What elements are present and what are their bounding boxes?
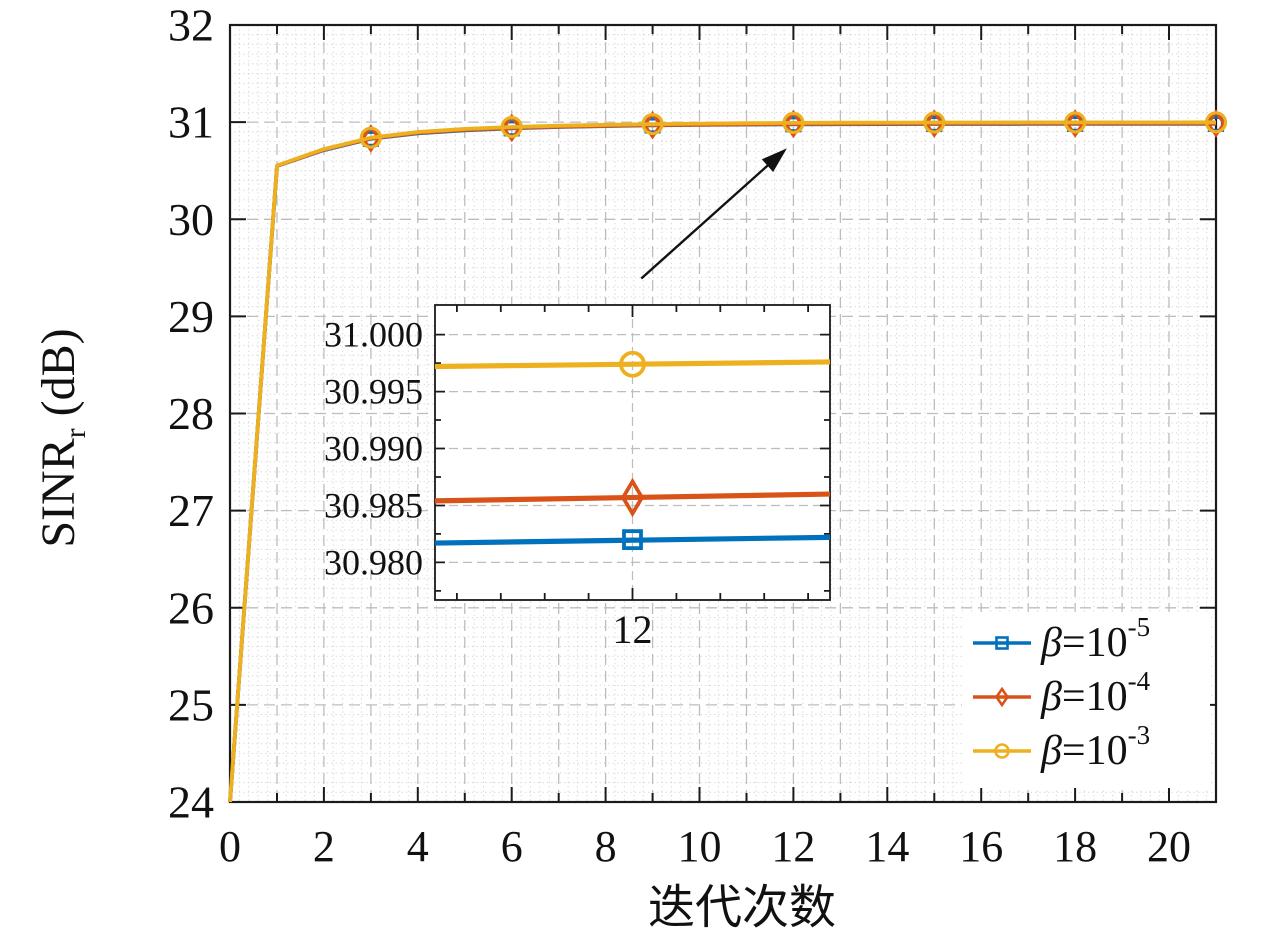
series-marker-beta-1e-3 — [1204, 111, 1228, 134]
inset-series-line-beta-1e-5 — [434, 534, 831, 546]
legend-swatch-marker — [994, 743, 1010, 759]
series-marker-beta-1e-4 — [360, 124, 381, 153]
series-line-beta-1e-3 — [228, 120, 1217, 803]
x-axis-title: 迭代次数 — [648, 882, 836, 935]
series-marker-beta-1e-4 — [501, 113, 522, 143]
x-tick-label: 20 — [1147, 822, 1191, 871]
inset-panel: 31.000 30.995 30.990 30.985 30.980 12 — [324, 304, 831, 652]
series-marker-beta-1e-3 — [782, 111, 805, 135]
y-tick-label: 32 — [168, 0, 214, 51]
y-tick-label: 29 — [168, 291, 214, 342]
legend-swatch-marker — [995, 636, 1009, 650]
series-marker-beta-1e-4 — [642, 110, 663, 140]
inset-ticks — [435, 305, 830, 600]
y-tick-label: 31 — [168, 97, 214, 148]
inset-x-tick-label: 12 — [613, 607, 653, 652]
y-tick-label: 26 — [168, 582, 214, 633]
legend-entry-beta-1e-5: β=10-5 — [973, 612, 1150, 666]
x-tick-label: 10 — [678, 822, 722, 871]
annotation-arrow-line — [640, 162, 772, 280]
legend-swatch-marker — [994, 686, 1010, 708]
legend-label-beta-1e-5: β=10-5 — [1040, 612, 1150, 666]
y-axis-title-unit: (dB) — [32, 328, 86, 429]
annotation-arrow — [640, 148, 787, 280]
legend-label-beta-1e-3: β=10-3 — [1040, 720, 1150, 774]
legend-label-beta-1e-4: β=10-4 — [1040, 666, 1151, 720]
series-marker-beta-1e-3 — [641, 112, 664, 136]
inset-y-tick-label: 30.995 — [324, 372, 423, 412]
x-tick-label: 6 — [501, 822, 523, 871]
inset-y-tick-label: 30.985 — [324, 485, 423, 525]
inset-series-marker-beta-1e-5 — [622, 529, 643, 551]
x-tick-label: 12 — [771, 822, 815, 871]
x-tick-label: 0 — [219, 822, 241, 871]
y-tick-label: 28 — [168, 388, 214, 439]
inset-gridlines — [435, 305, 830, 600]
y-axis-title-main: SINR — [32, 438, 86, 548]
inset-series-marker-beta-1e-4 — [620, 477, 645, 518]
y-axis-title-sub: r — [58, 428, 92, 439]
x-tick-label: 14 — [865, 822, 909, 871]
series-marker-beta-1e-3 — [923, 111, 946, 134]
inset-series-line-beta-1e-3 — [434, 359, 831, 370]
legend-entry-beta-1e-4: β=10-4 — [973, 666, 1151, 720]
inset-series-beta-1e-4 — [434, 477, 831, 518]
inset-y-tick-label: 30.990 — [324, 429, 423, 469]
annotation-arrow-head — [761, 148, 787, 173]
series-marker-beta-1e-3 — [359, 126, 382, 149]
series-marker-beta-1e-3 — [1064, 111, 1087, 134]
x-tick-label: 8 — [595, 822, 617, 871]
inset-series-line-beta-1e-4 — [434, 491, 831, 504]
series-marker-beta-1e-4 — [1206, 109, 1226, 138]
y-tick-label: 25 — [168, 679, 214, 730]
y-tick-label: 27 — [168, 485, 214, 536]
inset-y-tick-label: 30.980 — [324, 542, 423, 582]
y-axis-title: SINRr (dB) — [31, 328, 93, 547]
x-tick-label: 16 — [959, 822, 1003, 871]
inset-series-marker-beta-1e-3 — [619, 350, 646, 378]
x-tick-label: 2 — [313, 822, 335, 871]
series-beta-1e-3 — [228, 111, 1228, 803]
series-marker-beta-1e-4 — [924, 109, 945, 138]
legend-entry-beta-1e-3: β=10-3 — [973, 720, 1150, 774]
y-tick-label: 30 — [168, 194, 214, 245]
series-marker-beta-1e-4 — [1065, 109, 1086, 138]
legend: β=10-5β=10-4β=10-3 — [962, 612, 1210, 788]
y-tick-label: 24 — [168, 777, 214, 828]
x-tick-label: 4 — [407, 822, 429, 871]
inset-series-beta-1e-5 — [434, 529, 831, 551]
x-tick-label: 18 — [1053, 822, 1097, 871]
inset-y-tick-label: 31.000 — [324, 315, 423, 355]
series-marker-beta-1e-4 — [783, 109, 804, 139]
series-marker-beta-1e-3 — [500, 115, 523, 139]
inset-series-beta-1e-3 — [434, 350, 831, 378]
